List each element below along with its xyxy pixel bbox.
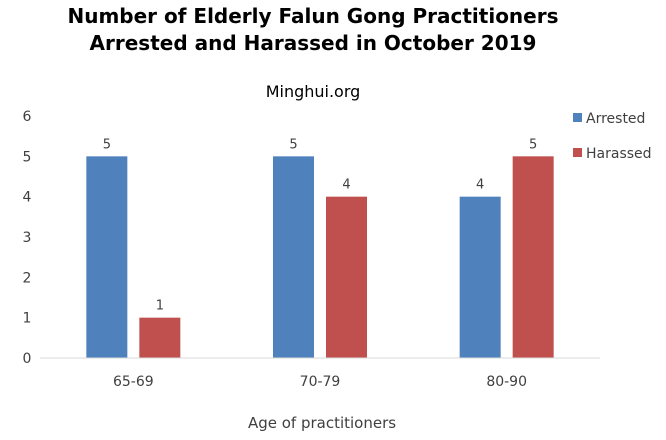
bar-harassed-80-90 [512, 156, 554, 358]
x-tick-label: 65-69 [113, 374, 154, 390]
bar-harassed-65-69 [139, 317, 181, 358]
data-label-arrested-80-90: 4 [476, 178, 484, 193]
y-tick-label: 4 [23, 190, 32, 206]
legend: Arrested Harassed [573, 111, 652, 162]
legend-swatch-harassed [573, 148, 582, 157]
data-label-harassed-70-79: 4 [342, 178, 350, 193]
bar-harassed-70-79 [326, 196, 367, 358]
chart-subtitle: Minghui.org [266, 82, 361, 101]
y-tick-label: 0 [23, 351, 32, 367]
data-label-arrested-70-79: 5 [289, 137, 297, 152]
y-tick-label: 3 [23, 230, 32, 246]
bars [86, 156, 554, 358]
chart-title-line-2: Arrested and Harassed in October 2019 [90, 31, 537, 55]
legend-label-arrested: Arrested [586, 111, 645, 127]
x-tick-label: 80-90 [486, 374, 527, 390]
bar-arrested-65-69 [86, 156, 128, 358]
y-axis-ticks: 0 1 2 3 4 5 6 [23, 109, 32, 367]
y-tick-label: 2 [23, 270, 32, 286]
y-tick-label: 6 [23, 109, 32, 125]
data-label-arrested-65-69: 5 [103, 137, 111, 152]
data-label-harassed-80-90: 5 [529, 137, 537, 152]
bar-arrested-70-79 [273, 156, 314, 358]
chart-title-line-1: Number of Elderly Falun Gong Practitione… [67, 4, 558, 28]
bar-arrested-80-90 [459, 196, 501, 358]
data-labels: 5 1 5 4 4 5 [103, 137, 538, 313]
x-axis-label: Age of practitioners [248, 414, 396, 432]
y-tick-label: 1 [23, 311, 32, 327]
x-axis-ticks: 65-69 70-79 80-90 [113, 374, 527, 390]
data-label-harassed-65-69: 1 [156, 299, 164, 314]
y-tick-label: 5 [23, 149, 32, 165]
legend-swatch-arrested [573, 113, 582, 122]
legend-label-harassed: Harassed [586, 146, 652, 162]
x-tick-label: 70-79 [300, 374, 341, 390]
